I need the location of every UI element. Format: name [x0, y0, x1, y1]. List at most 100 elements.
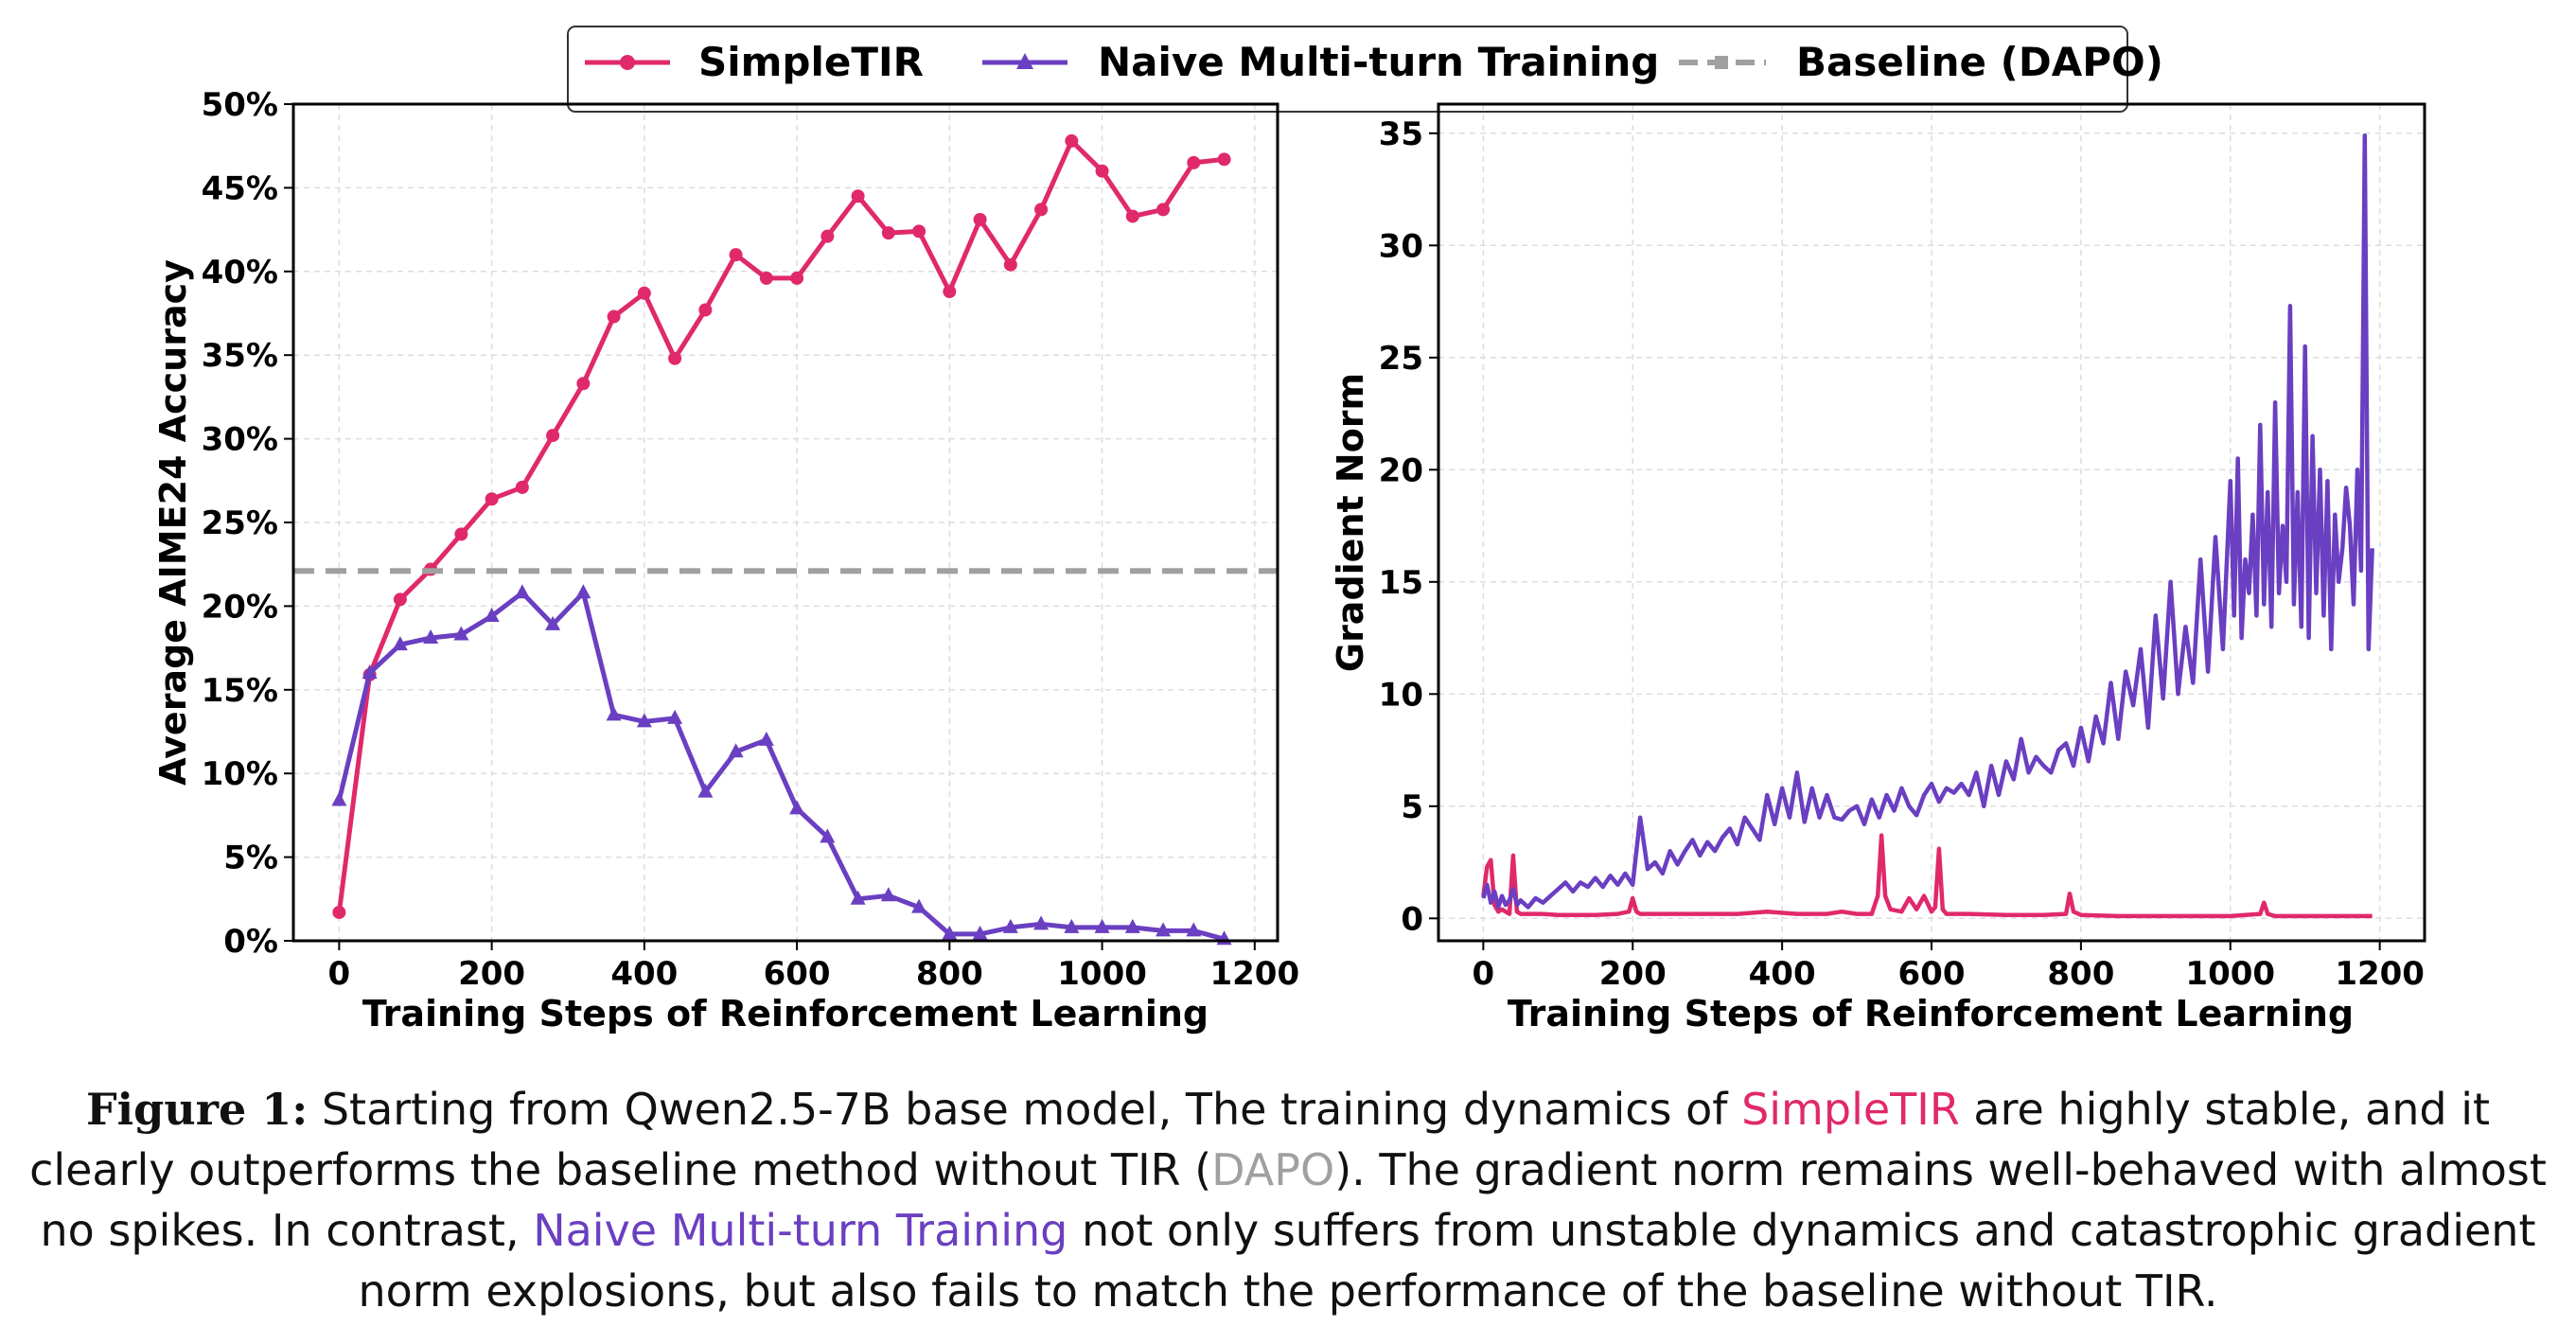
accuracy-xtick-label-800: 800	[916, 955, 983, 993]
caption-figure-label: Figure 1:	[85, 1084, 309, 1135]
accuracy-ytick-label-30: 30%	[202, 421, 278, 459]
accuracy-xtick-label-1200: 1200	[1209, 955, 1299, 993]
accuracy-series-simpletir-point	[790, 271, 804, 285]
accuracy-ytick-label-20: 20%	[202, 588, 278, 626]
accuracy-series-simpletir-point	[576, 377, 591, 391]
accuracy-ytick-label-45: 45%	[202, 169, 278, 207]
legend-label-baseline: Baseline (DAPO)	[1796, 39, 2163, 85]
accuracy-series-simpletir-point	[973, 212, 987, 226]
gradient-xtick-label-0: 0	[1473, 955, 1495, 993]
gradient-ytick-label-25: 25	[1379, 340, 1423, 378]
legend-frame	[567, 26, 2128, 113]
accuracy-series-naive-multi-turn-training-point	[484, 608, 500, 623]
accuracy-series-simpletir-line	[336, 138, 1225, 913]
gradient-ytick-label-35: 35	[1379, 115, 1423, 153]
caption-dapo: DAPO	[1211, 1144, 1335, 1195]
accuracy-ytick-label-15: 15%	[202, 672, 278, 710]
gradient-xtick-label-600: 600	[1898, 955, 1966, 993]
accuracy-series-simpletir-point	[1125, 209, 1139, 223]
gradient-ytick-label-0: 0	[1401, 900, 1423, 938]
gradient-ytick-label-30: 30	[1379, 227, 1423, 265]
gradient-series-simpletir-line	[1481, 833, 2373, 919]
accuracy-series-naive-multi-turn-training-point	[545, 615, 561, 630]
accuracy-series-simpletir-point	[881, 226, 895, 240]
accuracy-series-naive-multi-turn-training-point	[911, 898, 927, 913]
accuracy-x-axis-label: Training Steps of Reinforcement Learning	[362, 993, 1209, 1035]
accuracy-series-naive-multi-turn-training-point	[514, 584, 530, 599]
accuracy-series-naive-multi-turn-training-point	[392, 636, 408, 651]
gradient-xtick-label-200: 200	[1599, 955, 1667, 993]
accuracy-ytick-label-10: 10%	[202, 755, 278, 793]
accuracy-xtick-label-0: 0	[328, 955, 351, 993]
gradient-ytick-label-20: 20	[1379, 451, 1423, 489]
accuracy-series-simpletir-point	[943, 285, 957, 299]
accuracy-series-naive-multi-turn-training-point	[1094, 918, 1110, 933]
accuracy-ticks: 0 200 400 600 800 1000 1200 0% 5% 10% 15% 20% 25% 30%…	[202, 86, 1300, 993]
legend-label-simpletir: SimpleTIR	[698, 39, 924, 85]
accuracy-series-naive-multi-turn-training-point	[942, 925, 958, 940]
gradient-y-axis-label: Gradient Norm	[1330, 373, 1371, 672]
accuracy-ytick-label-25: 25%	[202, 504, 278, 542]
accuracy-series-simpletir-point	[637, 286, 651, 300]
legend-item-simpletir: SimpleTIR	[585, 39, 924, 85]
accuracy-series-naive-multi-turn-training-point	[758, 731, 774, 746]
accuracy-series-simpletir-point	[1065, 133, 1079, 148]
accuracy-grid	[293, 103, 1278, 942]
legend-item-naive: Naive Multi-turn Training	[982, 39, 1659, 85]
accuracy-xtick-label-1000: 1000	[1057, 955, 1147, 993]
accuracy-series-naive-multi-turn-training-point	[1033, 915, 1050, 930]
caption-text-1: Starting from Qwen2.5-7B base model, The…	[308, 1084, 1742, 1135]
accuracy-series-naive-multi-turn-training-point	[423, 628, 439, 644]
gradient-x-axis-label: Training Steps of Reinforcement Learning	[1508, 993, 2354, 1035]
accuracy-xtick-label-400: 400	[610, 955, 678, 993]
accuracy-series-naive-multi-turn-training-point	[331, 791, 347, 806]
accuracy-series-naive-multi-turn-training-point	[820, 828, 836, 843]
gradient-xtick-label-1200: 1200	[2335, 955, 2425, 993]
legend-item-baseline: Baseline (DAPO)	[1679, 39, 2163, 85]
caption-simpletir: SimpleTIR	[1741, 1084, 1960, 1135]
accuracy-y-axis-label: Average AIME24 Accuracy	[152, 259, 194, 786]
caption-naive: Naive Multi-turn Training	[533, 1205, 1068, 1256]
accuracy-series-simpletir-point	[1095, 164, 1109, 178]
accuracy-ytick-label-50: 50%	[202, 86, 278, 124]
accuracy-xtick-label-600: 600	[764, 955, 831, 993]
accuracy-series-naive-multi-turn-training-point	[1186, 922, 1202, 937]
gradient-norm-chart: 0 200 400 600 800 1000 1200 0 5 10 15 20 25 30 35 Trai…	[1330, 102, 2426, 1035]
accuracy-series	[293, 133, 1278, 946]
accuracy-series-naive-multi-turn-training-point	[789, 800, 805, 815]
accuracy-series-simpletir-point	[851, 189, 865, 203]
accuracy-series-simpletir-point	[759, 271, 773, 285]
accuracy-series-simpletir-point	[729, 248, 743, 262]
accuracy-chart: 0 200 400 600 800 1000 1200 0% 5% 10% 15% 20% 25% 30%…	[152, 86, 1299, 1035]
caption-text-2: are highly stable, and it clearly outper…	[29, 1084, 2491, 1195]
accuracy-ytick-label-35: 35%	[202, 337, 278, 375]
accuracy-series-naive-multi-turn-training-point	[1124, 918, 1140, 933]
accuracy-series-naive-multi-turn-training-point	[1002, 918, 1018, 933]
caption-text-3: ). The gradient norm remains well-behave…	[40, 1144, 2547, 1256]
legend-label-naive: Naive Multi-turn Training	[1098, 39, 1659, 85]
accuracy-series-simpletir-point	[912, 224, 926, 239]
accuracy-series-naive-multi-turn-training-point	[1064, 918, 1080, 933]
accuracy-xtick-label-200: 200	[458, 955, 525, 993]
gradient-series	[1481, 133, 2374, 919]
accuracy-series-simpletir-point	[607, 309, 621, 324]
accuracy-series-simpletir-point	[546, 429, 560, 443]
accuracy-series-simpletir-point	[698, 303, 713, 317]
accuracy-series-simpletir-point	[393, 592, 407, 607]
accuracy-series-naive-multi-turn-training-point	[1156, 922, 1172, 937]
accuracy-series-simpletir-point	[1003, 257, 1017, 272]
gradient-xtick-label-1000: 1000	[2185, 955, 2275, 993]
accuracy-series-simpletir-point	[820, 229, 835, 243]
accuracy-series-simpletir-point	[515, 480, 529, 494]
accuracy-series-simpletir-point	[1187, 155, 1201, 169]
accuracy-ytick-label-5: 5%	[223, 840, 278, 877]
accuracy-series-naive-multi-turn-training-line	[336, 590, 1226, 942]
accuracy-ytick-label-40: 40%	[202, 254, 278, 292]
accuracy-series-simpletir-point	[1217, 152, 1231, 167]
gradient-xtick-label-800: 800	[2047, 955, 2114, 993]
accuracy-series-naive-multi-turn-training-point	[362, 664, 378, 680]
accuracy-series-naive-multi-turn-training-point	[636, 713, 652, 728]
accuracy-series-simpletir-point	[668, 351, 682, 365]
figure-caption: Figure 1: Starting from Qwen2.5-7B base …	[19, 1079, 2557, 1321]
accuracy-series-naive-multi-turn-training-point	[575, 584, 591, 599]
